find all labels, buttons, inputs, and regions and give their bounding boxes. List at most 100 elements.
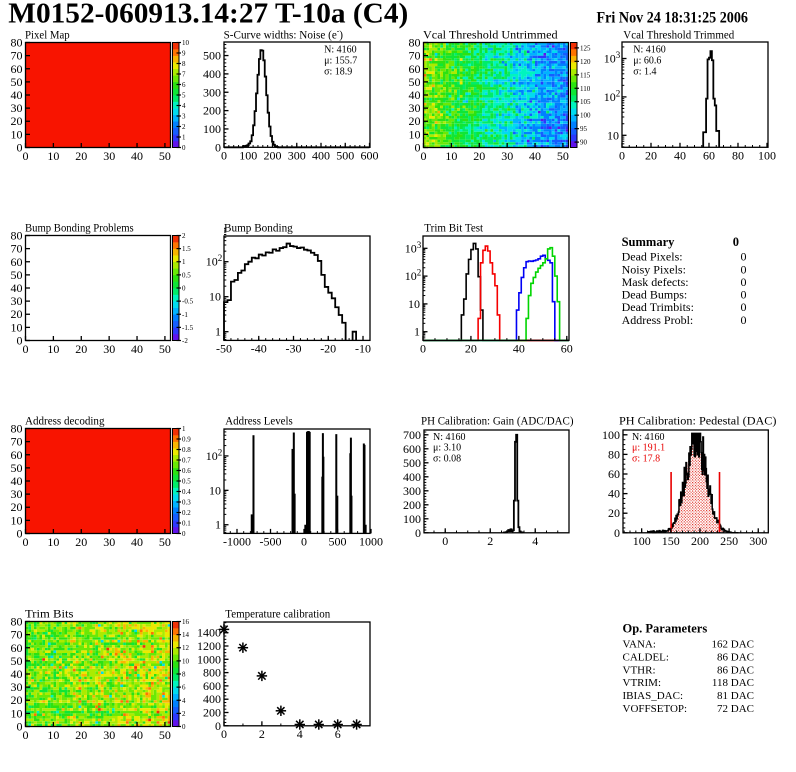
svg-text:40: 40	[131, 342, 143, 356]
svg-text:μ: 3.10: μ: 3.10	[433, 443, 461, 454]
svg-text:100: 100	[580, 112, 591, 120]
svg-text:40: 40	[11, 667, 23, 681]
svg-text:6: 6	[182, 81, 186, 89]
svg-text:700: 700	[403, 428, 421, 442]
svg-text:30: 30	[11, 101, 23, 115]
svg-text:6: 6	[182, 684, 186, 692]
svg-text:50: 50	[557, 149, 569, 163]
svg-text:50: 50	[159, 149, 171, 163]
svg-text:0: 0	[420, 342, 426, 356]
svg-text:0: 0	[182, 530, 186, 538]
svg-text:86 DAC: 86 DAC	[717, 664, 754, 676]
svg-text:0: 0	[182, 144, 186, 152]
svg-text:-10: -10	[355, 342, 371, 356]
svg-text:0: 0	[301, 535, 307, 549]
svg-text:4: 4	[297, 727, 303, 741]
svg-text:80: 80	[11, 36, 23, 50]
svg-text:σ: 17.8: σ: 17.8	[632, 454, 660, 465]
svg-text:20: 20	[75, 535, 87, 549]
svg-text:Dead Bumps:: Dead Bumps:	[622, 288, 688, 302]
svg-text:Trim Bit Test: Trim Bit Test	[424, 221, 483, 235]
svg-text:CALDEL:: CALDEL:	[623, 652, 669, 664]
svg-text:10: 10	[11, 127, 23, 141]
svg-text:70: 70	[11, 49, 23, 63]
svg-text:-20: -20	[320, 342, 336, 356]
svg-text:0: 0	[733, 235, 739, 249]
svg-text:80: 80	[11, 229, 23, 243]
svg-text:40: 40	[11, 281, 23, 295]
svg-text:40: 40	[11, 88, 23, 102]
svg-text:2: 2	[259, 727, 265, 741]
svg-text:300: 300	[403, 484, 421, 498]
svg-text:0.6: 0.6	[182, 467, 191, 475]
svg-text:N: 4160: N: 4160	[324, 45, 357, 56]
svg-text:20: 20	[645, 149, 657, 163]
svg-text:40: 40	[608, 487, 620, 501]
svg-text:40: 40	[131, 149, 143, 163]
svg-text:Dead Trimbits:: Dead Trimbits:	[622, 300, 694, 314]
svg-text:115: 115	[580, 71, 591, 79]
svg-text:0: 0	[215, 719, 221, 733]
svg-text:200: 200	[403, 498, 421, 512]
svg-text:20: 20	[11, 693, 23, 707]
svg-text:0: 0	[741, 288, 747, 302]
svg-text:10: 10	[209, 290, 221, 304]
svg-text:30: 30	[103, 149, 115, 163]
svg-text:80: 80	[608, 447, 620, 461]
svg-text:0: 0	[182, 285, 186, 293]
svg-text:120: 120	[580, 58, 591, 66]
svg-text:10: 10	[47, 535, 59, 549]
svg-text:IBIAS_DAC:: IBIAS_DAC:	[623, 690, 684, 702]
svg-text:0: 0	[23, 535, 29, 549]
svg-text:40: 40	[11, 474, 23, 488]
svg-text:0: 0	[17, 334, 23, 348]
svg-text:100: 100	[602, 428, 620, 442]
svg-text:-1.5: -1.5	[182, 324, 194, 332]
svg-text:Op. Parameters: Op. Parameters	[623, 621, 708, 635]
svg-text:100: 100	[403, 512, 421, 526]
svg-text:150: 150	[662, 534, 680, 548]
svg-text:80: 80	[409, 36, 421, 50]
svg-text:2: 2	[182, 232, 186, 240]
svg-text:200: 200	[203, 706, 221, 720]
svg-text:0.9: 0.9	[182, 436, 191, 444]
svg-text:10: 10	[607, 128, 619, 142]
svg-text:VTHR:: VTHR:	[623, 664, 656, 676]
svg-text:400: 400	[203, 692, 221, 706]
svg-text:0: 0	[741, 300, 747, 314]
svg-text:400: 400	[312, 149, 330, 163]
svg-text:1000: 1000	[197, 652, 221, 666]
svg-text:1: 1	[182, 258, 186, 266]
svg-text:100: 100	[633, 534, 651, 548]
svg-text:40: 40	[674, 149, 686, 163]
svg-text:Bump Bonding Problems: Bump Bonding Problems	[25, 221, 134, 235]
svg-text:Noisy Pixels:: Noisy Pixels:	[622, 262, 686, 276]
svg-text:81 DAC: 81 DAC	[717, 690, 754, 702]
svg-text:0.4: 0.4	[182, 488, 191, 496]
svg-text:30: 30	[103, 728, 115, 742]
svg-text:-30: -30	[286, 342, 302, 356]
svg-text:110: 110	[580, 85, 591, 93]
svg-text:60: 60	[11, 255, 23, 269]
svg-text:Temperature calibration: Temperature calibration	[225, 607, 330, 621]
svg-text:3: 3	[182, 113, 186, 121]
svg-text:1: 1	[414, 325, 420, 339]
svg-text:40: 40	[131, 728, 143, 742]
svg-text:50: 50	[11, 461, 23, 475]
svg-text:0: 0	[23, 728, 29, 742]
svg-text:Vcal Threshold Untrimmed: Vcal Threshold Untrimmed	[423, 28, 558, 42]
svg-text:40: 40	[513, 342, 525, 356]
svg-text:0.5: 0.5	[182, 478, 191, 486]
svg-text:-1: -1	[182, 311, 188, 319]
svg-text:Address decoding: Address decoding	[25, 414, 105, 428]
svg-text:500: 500	[403, 456, 421, 470]
svg-text:0: 0	[221, 727, 227, 741]
svg-text:4: 4	[532, 534, 538, 548]
svg-text:95: 95	[580, 125, 588, 133]
svg-text:N: 4160: N: 4160	[632, 432, 665, 443]
svg-text:80: 80	[11, 615, 23, 629]
svg-text:50: 50	[409, 75, 421, 89]
svg-text:8: 8	[182, 671, 186, 679]
svg-text:20: 20	[11, 307, 23, 321]
svg-text:50: 50	[11, 654, 23, 668]
